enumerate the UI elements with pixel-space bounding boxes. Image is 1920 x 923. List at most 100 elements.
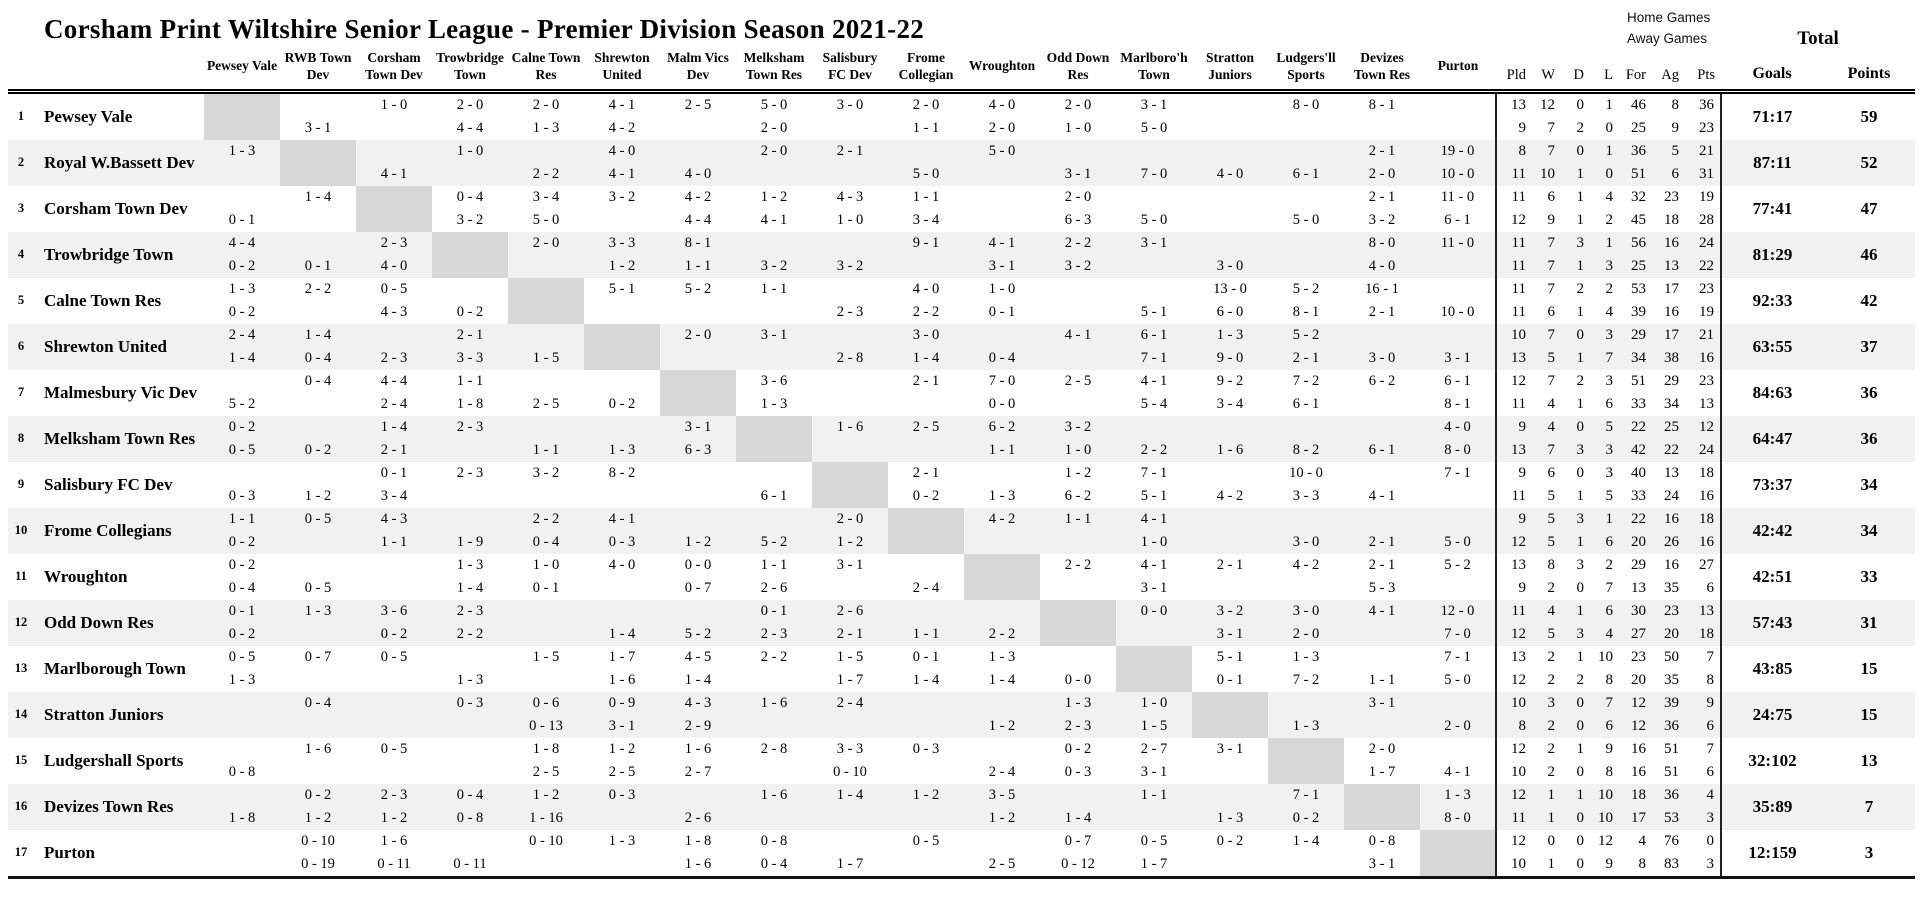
result-cell-home: 1 - 2	[912, 786, 940, 803]
stat-cell-home: 39	[1664, 694, 1679, 711]
row-number: 15	[14, 753, 28, 768]
result-cell-home	[356, 140, 432, 163]
stat-cell-home: 9	[1605, 740, 1614, 757]
result-cell-away: 4 - 1	[1444, 763, 1471, 780]
result-cell-away	[204, 853, 280, 878]
stat-cell-away: 2	[1547, 671, 1556, 688]
result-cell-away	[660, 301, 736, 324]
result-cell-home	[508, 600, 584, 623]
result-cell-home: 0 - 3	[456, 694, 484, 711]
points-total: 33	[1860, 566, 1878, 586]
result-cell-home	[1192, 416, 1268, 439]
result-cell-away: 2 - 9	[684, 717, 712, 734]
result-cell-home: 7 - 0	[988, 372, 1016, 389]
result-cell-away: 3 - 2	[760, 257, 788, 274]
stat-cell-away: 11	[1495, 254, 1532, 278]
result-cell-home: 4 - 0	[608, 556, 636, 573]
stat-cell-home: 0	[1576, 326, 1585, 343]
result-cell-home: 1 - 2	[1064, 464, 1092, 481]
result-cell-away: 4 - 4	[684, 211, 712, 228]
result-cell-away	[812, 163, 888, 186]
result-cell-away: 0 - 12	[1061, 855, 1095, 872]
result-cell-home: 1 - 7	[608, 648, 636, 665]
opponent-column-header: Shrewton United	[584, 50, 660, 94]
stat-cell-home: 3	[1576, 234, 1585, 251]
result-cell-home: 19 - 0	[1440, 142, 1475, 159]
result-cell-away	[432, 715, 508, 738]
result-cell-away: 1 - 6	[608, 671, 636, 688]
stat-cell-away: 7	[1547, 441, 1556, 458]
away-results-row: 0 - 2 1 - 1 1 - 9 0 - 4 0 - 3 1 - 2 5 - 2 1 - 2…	[8, 530, 1915, 554]
stat-cell-home: 0	[1576, 464, 1585, 481]
result-cell-home: 0 - 5	[912, 832, 940, 849]
row-number: 4	[17, 247, 25, 262]
stat-cell-away: 12	[1495, 622, 1532, 646]
stat-cell-away: 13	[1495, 346, 1532, 370]
stat-cell-home: 1	[1576, 648, 1585, 665]
result-cell-away	[736, 715, 812, 738]
stat-cell-away: 1	[1547, 855, 1556, 872]
result-cell-away: 1 - 7	[1368, 763, 1396, 780]
result-cell-away: 7 - 0	[1444, 625, 1471, 642]
result-cell-away	[280, 623, 356, 646]
stat-cell-away: 4	[1605, 625, 1614, 642]
result-cell-away: 5 - 2	[760, 533, 788, 550]
stat-cell-home: 17	[1664, 280, 1679, 297]
result-cell-home: 7 - 1	[1444, 464, 1471, 481]
result-cell-home: 12 - 0	[1440, 602, 1475, 619]
points-total: 52	[1860, 152, 1878, 172]
result-cell-away: 2 - 7	[684, 763, 712, 780]
result-cell-home	[812, 370, 888, 393]
result-cell-away	[736, 347, 812, 370]
result-cell-home	[1116, 278, 1192, 301]
row-number: 10	[14, 523, 28, 538]
result-cell-home	[204, 830, 280, 853]
result-cell-away	[280, 669, 356, 692]
result-cell-away	[736, 669, 812, 692]
goals-total: 43:85	[1752, 658, 1793, 678]
table-header: Pewsey Vale RWB Town Dev Corsham Town Dev T…	[8, 50, 1915, 94]
stat-cell-away: 2	[1605, 211, 1614, 228]
home-results-row: 14 Stratton Juniors 0 - 4 0 - 3 0 - 6 0 - 9 4 …	[8, 691, 1915, 738]
result-cell-home: 1 - 4	[836, 786, 864, 803]
result-cell-away: 3 - 2	[456, 211, 484, 228]
opponent-column-header: Pewsey Vale	[204, 50, 280, 94]
result-cell-away: 0 - 8	[456, 809, 484, 826]
result-cell-home	[1192, 232, 1268, 255]
stat-cell-away: 12	[1631, 717, 1646, 734]
stat-cell-home: 5	[1671, 142, 1680, 159]
result-cell-home: 4 - 1	[608, 96, 636, 113]
result-cell-home: 4 - 0	[988, 96, 1016, 113]
stat-cell-away: 0	[1576, 579, 1585, 596]
result-cell-home	[584, 416, 660, 439]
stat-cell-home: 13	[1664, 464, 1679, 481]
diagonal-cell	[280, 139, 356, 186]
stat-cell-away: 1	[1547, 809, 1556, 826]
result-cell-away	[432, 439, 508, 462]
stat-cell-home: 56	[1631, 234, 1646, 251]
result-cell-home	[1268, 232, 1344, 255]
stat-cell-home: 18	[1685, 461, 1722, 485]
result-cell-home: 1 - 6	[684, 740, 712, 757]
row-number: 5	[17, 293, 25, 308]
result-cell-home: 2 - 0	[912, 96, 940, 113]
result-cell-home	[1040, 278, 1116, 301]
result-cell-home	[964, 186, 1040, 209]
result-cell-away	[356, 715, 432, 738]
result-cell-home: 1 - 2	[532, 786, 560, 803]
result-cell-away	[1192, 853, 1268, 878]
result-cell-home: 1 - 8	[684, 832, 712, 849]
result-cell-home: 1 - 5	[532, 648, 560, 665]
result-cell-home	[812, 278, 888, 301]
diagonal-cell	[736, 415, 812, 462]
stat-cell-home: 9	[1685, 691, 1722, 715]
result-cell-home: 0 - 2	[228, 556, 256, 573]
result-cell-away: 0 - 13	[529, 717, 563, 734]
result-cell-home: 0 - 6	[532, 694, 560, 711]
result-cell-away	[508, 255, 584, 278]
result-cell-away: 2 - 2	[532, 165, 560, 182]
result-cell-away: 1 - 4	[1064, 809, 1092, 826]
stat-cell-home: 4	[1605, 188, 1614, 205]
result-cell-away: 6 - 2	[1064, 487, 1092, 504]
result-cell-home: 2 - 2	[532, 510, 560, 527]
